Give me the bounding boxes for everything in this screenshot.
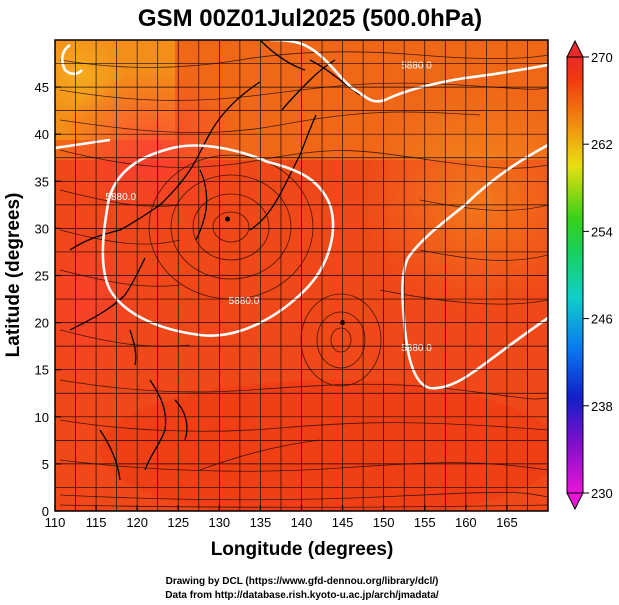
y-tick-label: 30	[35, 221, 49, 236]
x-tick-label: 135	[250, 515, 272, 530]
x-tick-label: 145	[332, 515, 354, 530]
colorbar: 230 238 246 254 262 270	[566, 39, 613, 511]
y-tick-label: 35	[35, 174, 49, 189]
colorbar-tick-label: 238	[591, 399, 613, 414]
colorbar-bottom-arrow	[566, 492, 584, 511]
y-axis-ticks: 0 5 10 15 20 25 30 35 40 45	[35, 80, 61, 519]
temperature-field	[55, 40, 548, 511]
colorbar-tick-label: 230	[591, 486, 613, 501]
contour-label: 5880.0	[401, 60, 432, 71]
x-tick-label: 130	[208, 515, 230, 530]
x-tick-label: 140	[291, 515, 313, 530]
y-tick-label: 0	[42, 504, 49, 519]
colorbar-ticks: 230 238 246 254 262 270	[583, 50, 613, 501]
colorbar-tick-label: 254	[591, 224, 613, 239]
credit-drawing: Drawing by DCL (https://www.gfd-dennou.o…	[166, 576, 439, 587]
x-tick-label: 150	[373, 515, 395, 530]
credit-data: Data from http://database.rish.kyoto-u.a…	[165, 590, 439, 601]
colorbar-tick-label: 246	[591, 312, 613, 327]
x-tick-label: 155	[414, 515, 436, 530]
y-axis-label: Latitude (degrees)	[3, 193, 24, 358]
x-tick-label: 115	[86, 515, 107, 530]
y-tick-label: 45	[35, 80, 49, 95]
x-tick-label: 165	[496, 515, 518, 530]
y-tick-label: 10	[35, 410, 49, 425]
colorbar-tick-label: 262	[591, 137, 613, 152]
y-tick-label: 40	[35, 127, 49, 142]
y-tick-label: 20	[35, 316, 49, 331]
anticyclone-center	[225, 216, 231, 222]
x-axis-label: Longitude (degrees)	[211, 539, 394, 560]
colorbar-top-arrow	[566, 39, 584, 58]
colorbar-tick-label: 270	[591, 50, 613, 65]
x-axis-ticks: 110 115 120 125 130 135 140 145 150 155 160 165	[45, 505, 518, 530]
x-tick-label: 125	[167, 515, 189, 530]
colorbar-body	[566, 56, 584, 494]
contour-label: 5880.0	[105, 192, 136, 203]
contour-label: 5880.0	[401, 343, 432, 354]
grid	[54, 39, 549, 512]
x-tick-label: 120	[126, 515, 148, 530]
contour-label: 5880.0	[229, 296, 260, 307]
x-tick-label: 110	[45, 515, 66, 530]
contour-labels: 5880.0 5880.0 5880.0 5880.0	[105, 60, 432, 354]
contour-5880	[55, 40, 548, 390]
cyclone-center	[340, 320, 346, 326]
chart-title: GSM 00Z01Jul2025 (500.0hPa)	[138, 5, 482, 32]
y-tick-label: 15	[35, 363, 49, 378]
x-tick-label: 160	[455, 515, 477, 530]
y-tick-label: 25	[35, 269, 49, 284]
y-tick-label: 5	[42, 457, 49, 472]
